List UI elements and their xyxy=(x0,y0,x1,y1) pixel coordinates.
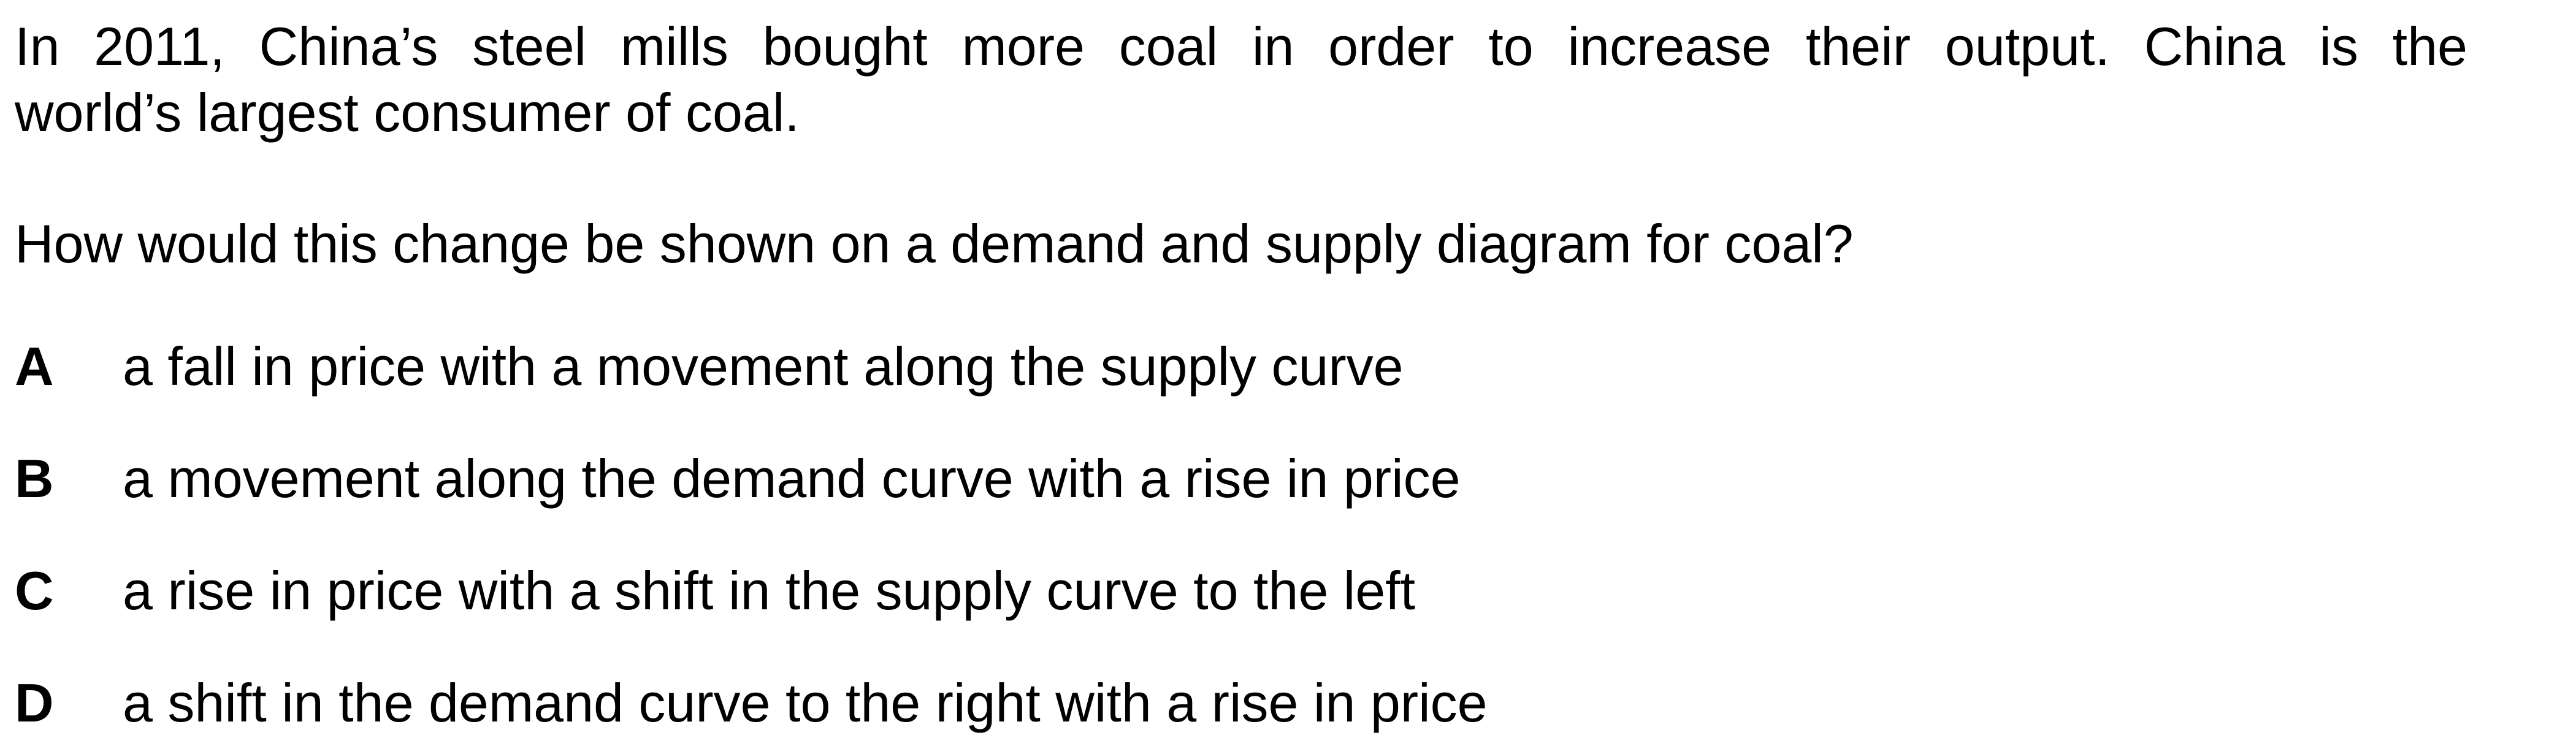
option-letter: D xyxy=(15,672,54,733)
question-prompt: How would this change be shown on a dema… xyxy=(15,213,1854,274)
option-text: a fall in price with a movement along th… xyxy=(123,336,1404,397)
option-letter: B xyxy=(15,448,54,509)
stem-line-1: In 2011, China’s steel mills bought more… xyxy=(15,16,2467,77)
option-text: a shift in the demand curve to the right… xyxy=(123,672,1488,733)
stem-line-2: world’s largest consumer of coal. xyxy=(15,82,800,143)
option-letter: A xyxy=(15,336,54,397)
stem-paragraph: In 2011, China’s steel mills bought more… xyxy=(15,13,2467,146)
question-stem: In 2011, China’s steel mills bought more… xyxy=(15,13,2467,146)
option-text: a movement along the demand curve with a… xyxy=(123,448,1461,509)
option-letter: C xyxy=(15,560,54,621)
option-text: a rise in price with a shift in the supp… xyxy=(123,560,1416,621)
